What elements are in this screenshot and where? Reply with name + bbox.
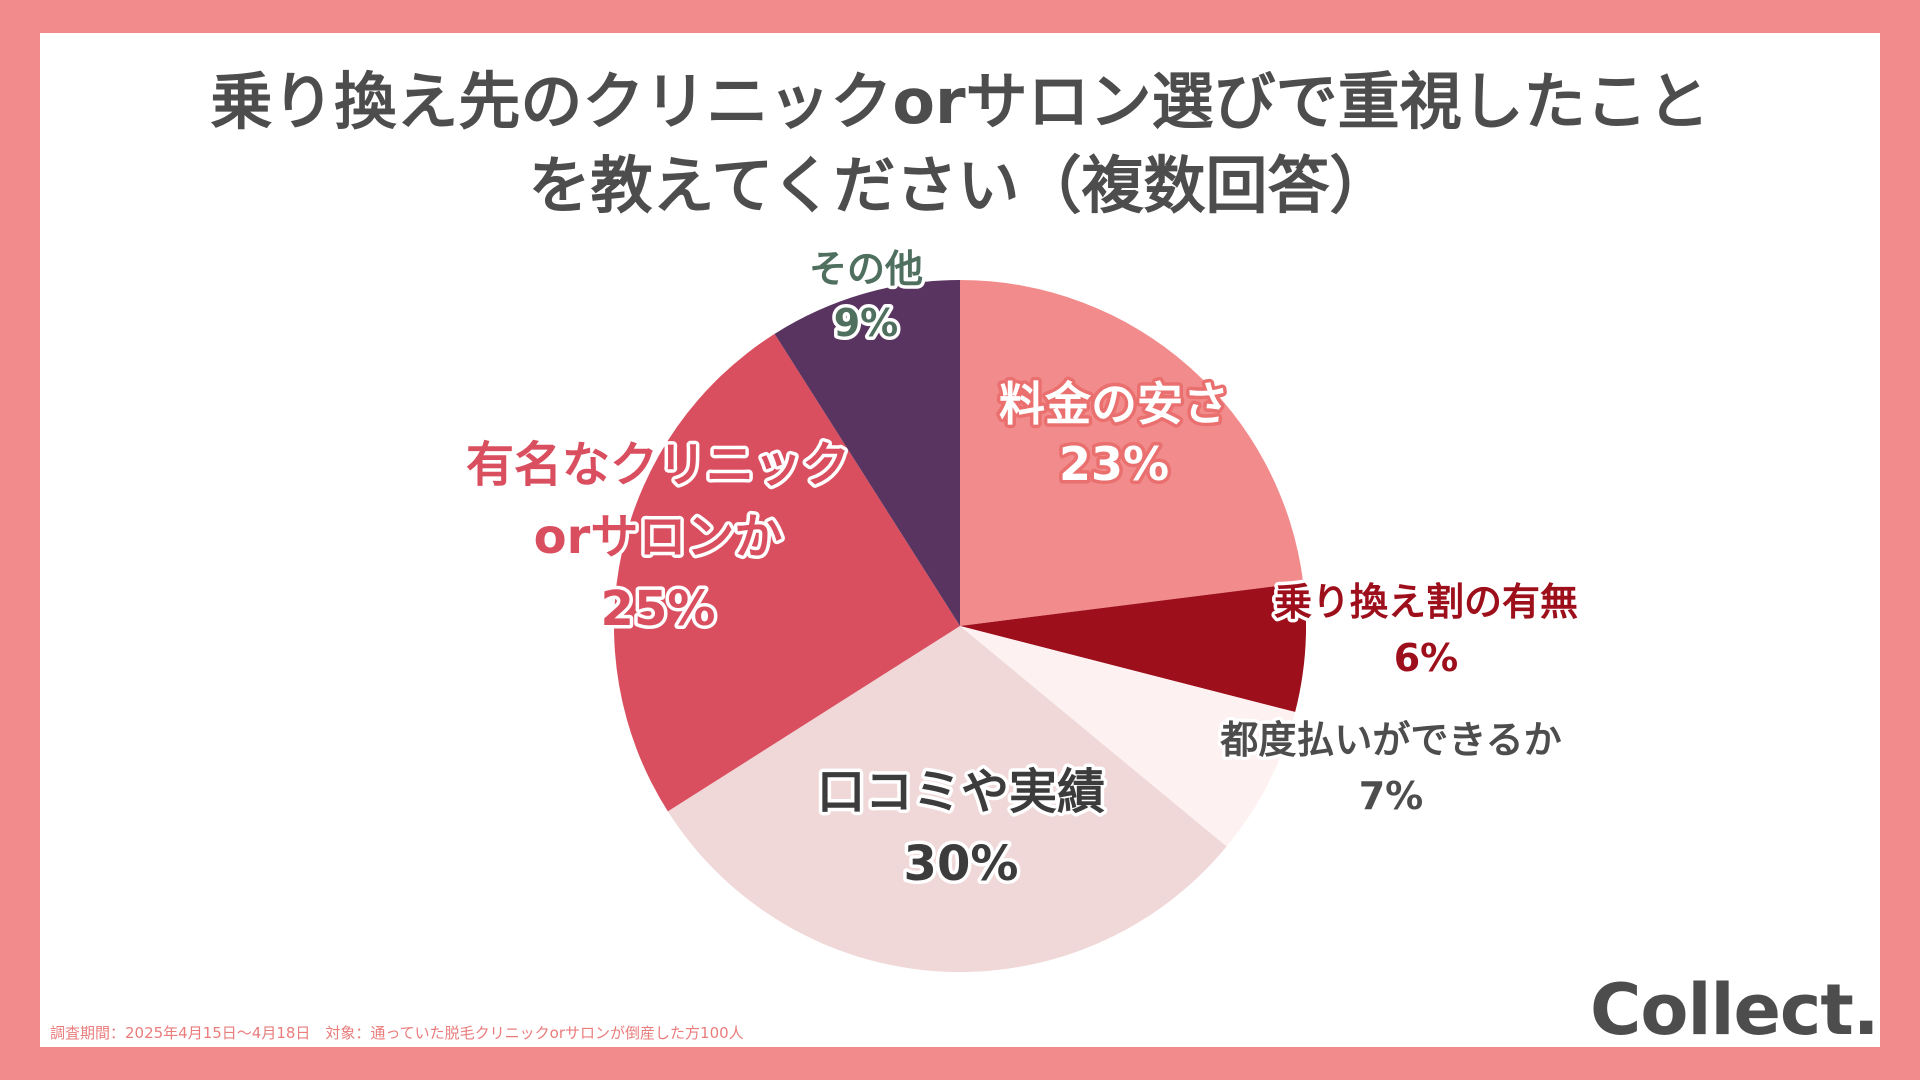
title-line-2: を教えてください（複数回答） bbox=[528, 149, 1392, 222]
slice-value-label-5: 9% bbox=[834, 301, 899, 345]
slice-value-label-1: 6% bbox=[1394, 636, 1459, 680]
slice-label-2-0: 都度払いができるか bbox=[1219, 718, 1561, 762]
slice-label-4-0: 有名なクリニック bbox=[466, 437, 850, 493]
slice-label-5-0: その他 bbox=[809, 247, 923, 291]
slice-label-3-0: 口コミや実績 bbox=[817, 764, 1105, 820]
slice-label-1-0: 乗り換え割の有無 bbox=[1274, 580, 1578, 624]
pie-slice-4 bbox=[613, 333, 960, 812]
slice-value-label-4: 25% bbox=[601, 581, 716, 637]
slice-value-label-2: 7% bbox=[1359, 774, 1424, 818]
title-line-1: 乗り換え先のクリニックorサロン選びで重視したこと bbox=[210, 65, 1710, 138]
pie-slice-2 bbox=[960, 626, 1296, 847]
slice-value-label-3: 30% bbox=[904, 836, 1019, 892]
slice-value-label-0: 23% bbox=[1059, 437, 1169, 491]
pie-slice-0 bbox=[960, 280, 1304, 626]
pie-slice-1 bbox=[960, 582, 1306, 713]
pie-slice-3 bbox=[667, 626, 1227, 973]
chart-title: 乗り換え先のクリニックorサロン選びで重視したこと を教えてください（複数回答） bbox=[0, 60, 1920, 228]
slice-label-4-1: orサロンか bbox=[534, 509, 783, 565]
slice-label-0-0: 料金の安さ bbox=[999, 377, 1229, 431]
pie-slice-5 bbox=[774, 280, 960, 626]
survey-footnote: 調査期間：2025年4月15日～4月18日 対象：通っていた脱毛クリニックorサ… bbox=[50, 1024, 744, 1042]
collect-logo: Collect. bbox=[1590, 969, 1879, 1051]
